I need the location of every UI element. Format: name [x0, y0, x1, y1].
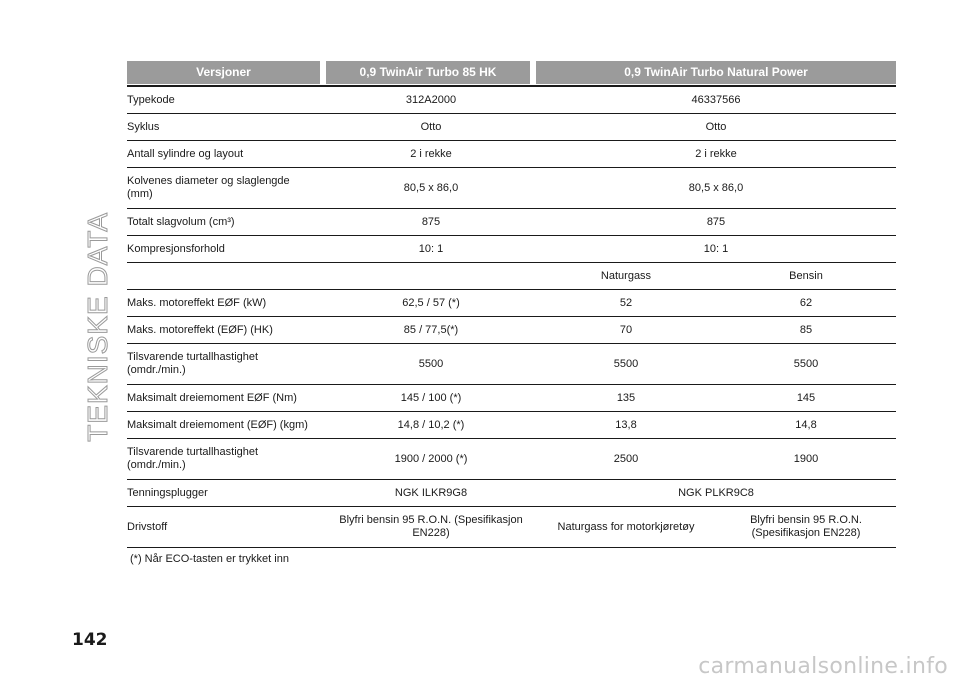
row-label: Maksimalt dreiemoment EØF (Nm) [127, 384, 326, 412]
row-value-natural-power: Otto [536, 113, 896, 141]
watermark: carmanualsonline.info [698, 654, 948, 679]
row-value-bensin: 5500 [716, 343, 896, 385]
row-value-85hk: Blyfri bensin 95 R.O.N. (Spesifikasjon E… [326, 506, 536, 548]
row-value-85hk: NGK ILKR9G8 [326, 479, 536, 507]
row-value-85hk: 85 / 77,5(*) [326, 316, 536, 344]
row-label: Maks. motoreffekt EØF (kW) [127, 289, 326, 317]
row-label: Tenningsplugger [127, 479, 326, 507]
row-value-natural-power: 46337566 [536, 86, 896, 114]
row-label: Kolvenes diameter og slaglengde (mm) [127, 167, 326, 209]
row-value-85hk: 62,5 / 57 (*) [326, 289, 536, 317]
row-value-naturgass: 13,8 [536, 411, 716, 439]
subheader-bensin: Bensin [716, 262, 896, 290]
row-value-natural-power: 875 [536, 208, 896, 236]
table-row: Maksimalt dreiemoment EØF (Nm) 145 / 100… [127, 384, 896, 412]
row-label: Maks. motoreffekt (EØF) (HK) [127, 316, 326, 344]
row-value-85hk: 2 i rekke [326, 140, 536, 168]
row-value-naturgass: 2500 [536, 438, 716, 480]
row-value-bensin: 145 [716, 384, 896, 412]
row-label: Tilsvarende turtallhastighet (omdr./min.… [127, 438, 326, 480]
row-value-85hk [326, 262, 536, 290]
table-header-row: Versjoner 0,9 TwinAir Turbo 85 HK 0,9 Tw… [127, 60, 896, 87]
row-label: Maksimalt dreiemoment (EØF) (kgm) [127, 411, 326, 439]
row-label: Typekode [127, 86, 326, 114]
row-value-bensin: Blyfri bensin 95 R.O.N. (Spesifikasjon E… [716, 506, 896, 548]
row-value-natural-power: 2 i rekke [536, 140, 896, 168]
row-value-85hk: 80,5 x 86,0 [326, 167, 536, 209]
row-label: Tilsvarende turtallhastighet (omdr./min.… [127, 343, 326, 385]
row-value-85hk: 312A2000 [326, 86, 536, 114]
row-value-naturgass: Naturgass for motorkjøretøy [536, 506, 716, 548]
row-label: Drivstoff [127, 506, 326, 548]
row-value-bensin: 85 [716, 316, 896, 344]
engine-spec-table: Versjoner 0,9 TwinAir Turbo 85 HK 0,9 Tw… [127, 60, 896, 548]
row-value-85hk: 1900 / 2000 (*) [326, 438, 536, 480]
table-row: Tenningsplugger NGK ILKR9G8 NGK PLKR9C8 [127, 479, 896, 507]
header-twinair-85: 0,9 TwinAir Turbo 85 HK [326, 60, 536, 87]
table-row: Maks. motoreffekt EØF (kW) 62,5 / 57 (*)… [127, 289, 896, 317]
row-value-85hk: 10: 1 [326, 235, 536, 263]
row-value-bensin: 14,8 [716, 411, 896, 439]
row-value-bensin: 62 [716, 289, 896, 317]
fuel-subheader-row: Naturgass Bensin [127, 262, 896, 290]
table-row: Antall sylindre og layout 2 i rekke 2 i … [127, 140, 896, 168]
table-row: Tilsvarende turtallhastighet (omdr./min.… [127, 343, 896, 385]
page-number: 142 [72, 630, 108, 650]
row-value-natural-power: 80,5 x 86,0 [536, 167, 896, 209]
table-row: Typekode 312A2000 46337566 [127, 86, 896, 114]
footnote: (*) Når ECO-tasten er trykket inn [130, 553, 289, 565]
row-value-85hk: 5500 [326, 343, 536, 385]
table-row: Maksimalt dreiemoment (EØF) (kgm) 14,8 /… [127, 411, 896, 439]
row-value-85hk: Otto [326, 113, 536, 141]
header-twinair-natural-power: 0,9 TwinAir Turbo Natural Power [536, 60, 896, 87]
table-row: Totalt slagvolum (cm³) 875 875 [127, 208, 896, 236]
table-row: Kolvenes diameter og slaglengde (mm) 80,… [127, 167, 896, 209]
row-label: Antall sylindre og layout [127, 140, 326, 168]
section-side-title-text: TEKNISKE DATA [82, 212, 114, 443]
table-row: Maks. motoreffekt (EØF) (HK) 85 / 77,5(*… [127, 316, 896, 344]
row-label: Totalt slagvolum (cm³) [127, 208, 326, 236]
row-value-naturgass: 52 [536, 289, 716, 317]
row-value-naturgass: 5500 [536, 343, 716, 385]
table-row: Drivstoff Blyfri bensin 95 R.O.N. (Spesi… [127, 506, 896, 548]
table-row: Tilsvarende turtallhastighet (omdr./min.… [127, 438, 896, 480]
row-label: Syklus [127, 113, 326, 141]
subheader-naturgass: Naturgass [536, 262, 716, 290]
row-label: Kompresjonsforhold [127, 235, 326, 263]
row-value-natural-power: 10: 1 [536, 235, 896, 263]
row-value-naturgass: 70 [536, 316, 716, 344]
table-row: Kompresjonsforhold 10: 1 10: 1 [127, 235, 896, 263]
row-value-85hk: 145 / 100 (*) [326, 384, 536, 412]
row-label [127, 262, 326, 290]
table-row: Syklus Otto Otto [127, 113, 896, 141]
row-value-bensin: 1900 [716, 438, 896, 480]
row-value-85hk: 875 [326, 208, 536, 236]
row-value-natural-power: NGK PLKR9C8 [536, 479, 896, 507]
row-value-naturgass: 135 [536, 384, 716, 412]
header-versions: Versjoner [127, 60, 326, 87]
row-value-85hk: 14,8 / 10,2 (*) [326, 411, 536, 439]
